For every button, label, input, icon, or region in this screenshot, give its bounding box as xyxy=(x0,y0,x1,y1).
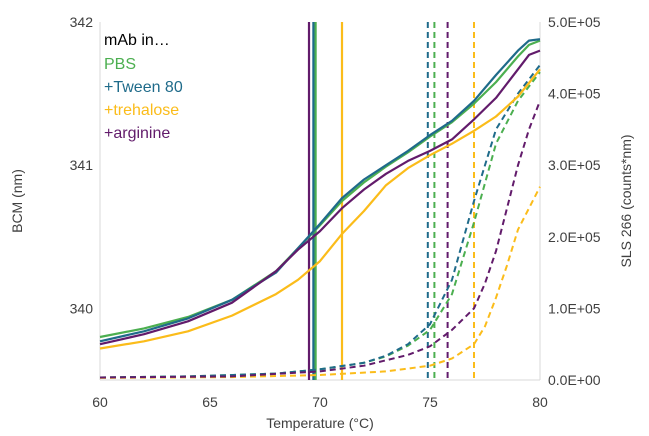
legend-entry-pbs: PBS xyxy=(104,56,136,73)
tm-lines xyxy=(307,22,344,380)
sls-series-trehalose xyxy=(99,186,541,379)
legend-title: mAb in… xyxy=(104,32,170,49)
bcm-lines xyxy=(99,38,541,350)
y-tick-label: 341 xyxy=(70,157,94,173)
bcm-series-trehalose xyxy=(99,68,541,350)
y2-axis-title: SLS 266 (counts*nm) xyxy=(618,134,634,267)
x-tick-label: 70 xyxy=(312,394,328,410)
legend-entry-arginine: +arginine xyxy=(104,125,170,142)
x-tick-label: 80 xyxy=(532,394,548,410)
onset-lines xyxy=(426,22,475,380)
y-tick-labels: 340 341 342 xyxy=(70,14,94,316)
plot-frame xyxy=(99,22,541,381)
y2-tick-label: 1.0E+05 xyxy=(548,300,601,316)
legend-entry-tween-80: +Tween 80 xyxy=(104,79,183,96)
bcm-series-tween-80 xyxy=(99,38,541,343)
x-tick-labels: 60 65 70 75 80 xyxy=(92,394,548,410)
sls-series-arginine xyxy=(99,100,541,379)
legend: mAb in… PBS +Tween 80 +trehalose +arginine xyxy=(104,32,183,142)
y2-tick-label: 0.0E+00 xyxy=(548,372,601,388)
y2-tick-label: 3.0E+05 xyxy=(548,157,601,173)
y2-tick-label: 5.0E+05 xyxy=(548,14,601,30)
x-tick-label: 75 xyxy=(422,394,438,410)
x-tick-label: 65 xyxy=(202,394,218,410)
x-tick-label: 60 xyxy=(92,394,108,410)
y2-tick-label: 2.0E+05 xyxy=(548,229,601,245)
y-axis-title: BCM (nm) xyxy=(9,169,25,233)
x-axis-title: Temperature (°C) xyxy=(266,415,374,431)
y-tick-label: 342 xyxy=(70,14,94,30)
y2-tick-labels: 0.0E+00 1.0E+05 2.0E+05 3.0E+05 4.0E+05 5.0E+… xyxy=(548,14,601,388)
y-tick-label: 340 xyxy=(70,300,94,316)
bcm-series-arginine xyxy=(99,49,541,346)
y2-tick-label: 4.0E+05 xyxy=(548,86,601,102)
legend-entry-trehalose: +trehalose xyxy=(104,102,179,119)
